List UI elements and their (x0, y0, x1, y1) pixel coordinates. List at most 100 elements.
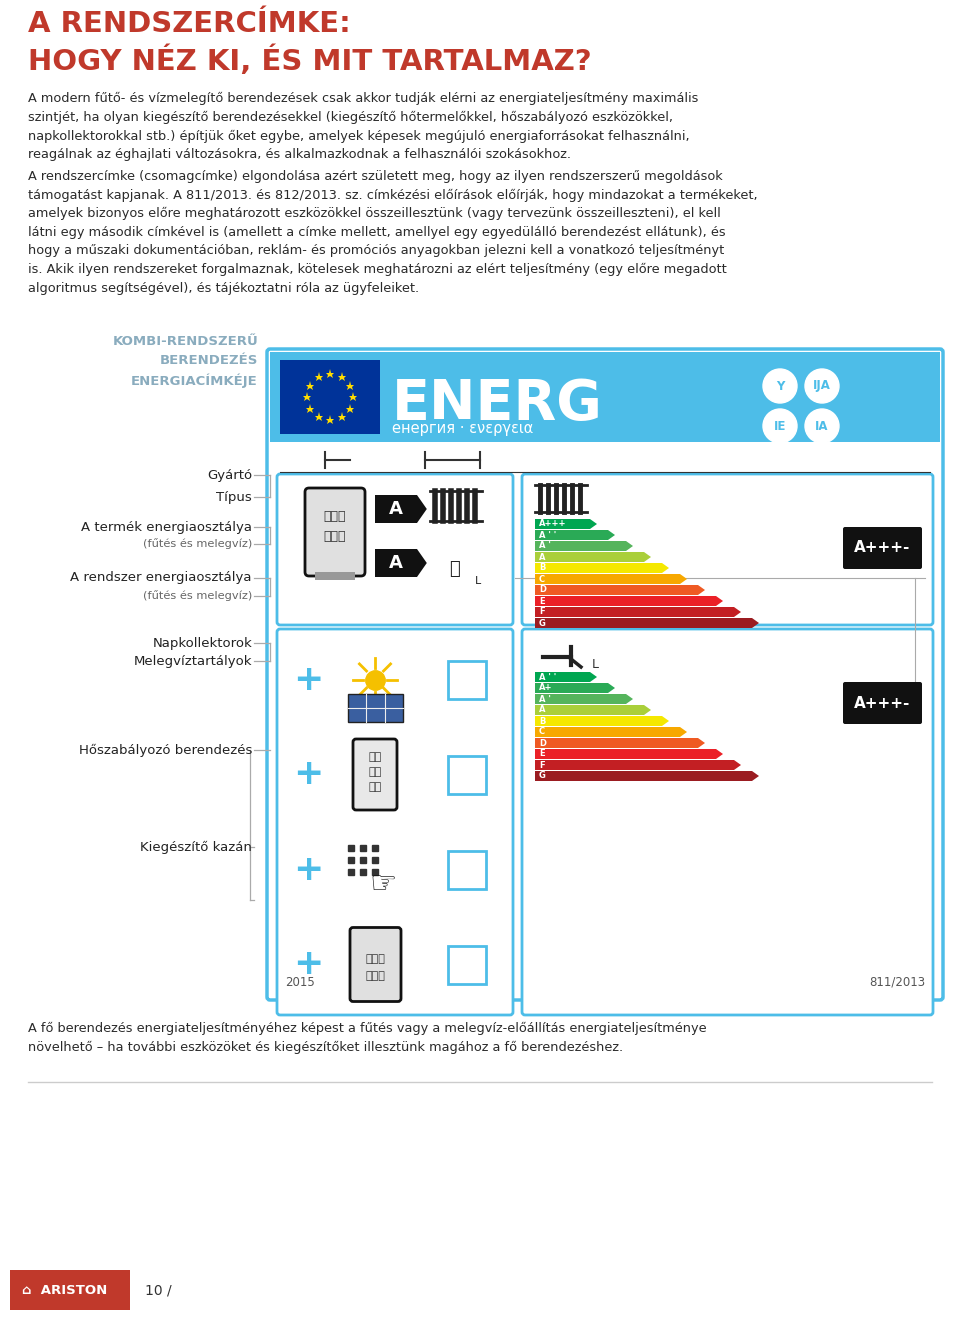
Polygon shape (752, 619, 759, 628)
Text: Típus: Típus (216, 491, 252, 504)
Bar (535, 518, 590, 529)
Bar (535, 530, 608, 539)
FancyBboxPatch shape (350, 927, 401, 1001)
Text: 〜〜: 〜〜 (369, 782, 382, 791)
Text: A modern fűtő- és vízmelegítő berendezések csak akkor tudják elérni az energiate: A modern fűtő- és vízmelegítő berendezés… (28, 92, 698, 161)
Bar (535, 694, 626, 704)
FancyBboxPatch shape (267, 350, 943, 1000)
Text: A rendszer energiaosztálya: A rendszer energiaosztálya (70, 571, 252, 584)
Text: ENERG: ENERG (392, 377, 603, 431)
Bar (10, 1270, 130, 1310)
Text: (fűtés és melegvíz): (fűtés és melegvíz) (143, 591, 252, 601)
Text: Kiegészítő kazán: Kiegészítő kazán (140, 840, 252, 853)
FancyBboxPatch shape (277, 474, 513, 625)
Polygon shape (590, 518, 597, 529)
Text: A ' ': A ' ' (539, 530, 556, 539)
Text: IJA: IJA (813, 380, 831, 393)
Text: A+: A+ (539, 683, 553, 692)
Text: A rendszercímke (csomagcímke) elgondolása azért született meg, hogy az ilyen ren: A rendszercímke (csomagcímke) elgondolás… (28, 170, 757, 294)
Polygon shape (698, 586, 705, 595)
Text: A termék energiaosztálya: A termék energiaosztálya (81, 521, 252, 533)
Bar (535, 772, 752, 781)
Polygon shape (644, 704, 651, 715)
FancyBboxPatch shape (353, 739, 397, 810)
Text: Gyártó: Gyártó (206, 468, 252, 481)
Bar (270, 352, 940, 442)
Bar (535, 596, 716, 605)
Text: +: + (293, 947, 324, 981)
Polygon shape (680, 574, 687, 584)
Bar (448, 946, 486, 984)
Polygon shape (752, 772, 759, 781)
Circle shape (763, 369, 797, 404)
Text: A: A (389, 554, 403, 572)
Text: A: A (539, 706, 545, 715)
Bar (535, 541, 626, 551)
Bar (448, 851, 486, 889)
Text: 〰〰〰: 〰〰〰 (365, 955, 385, 964)
Bar (535, 574, 680, 584)
Bar (448, 756, 486, 794)
Text: IE: IE (774, 419, 786, 433)
Bar (535, 586, 698, 595)
Bar (348, 694, 403, 721)
Circle shape (805, 369, 839, 404)
Bar (535, 671, 590, 682)
Polygon shape (608, 683, 615, 692)
Polygon shape (698, 739, 705, 748)
FancyBboxPatch shape (305, 488, 365, 576)
Text: +: + (293, 852, 324, 886)
Text: A+++: A+++ (539, 520, 566, 529)
Polygon shape (662, 563, 669, 572)
Text: A ': A ' (539, 695, 551, 703)
FancyBboxPatch shape (522, 629, 933, 1016)
Bar (535, 749, 716, 758)
Text: Y: Y (776, 380, 784, 393)
Bar (535, 704, 644, 715)
Text: E: E (539, 749, 544, 758)
Polygon shape (626, 694, 633, 704)
Circle shape (763, 409, 797, 443)
Text: 〰〰〰: 〰〰〰 (365, 972, 385, 981)
Text: A fő berendezés energiateljesítményéhez képest a fűtés vagy a melegvíz-előállítá: A fő berendezés energiateljesítményéhez … (28, 1022, 707, 1054)
Text: A ': A ' (539, 542, 551, 550)
Text: Napkollektorok: Napkollektorok (153, 637, 252, 649)
Text: L: L (475, 576, 481, 586)
Text: B: B (539, 716, 545, 725)
Text: KOMBI-RENDSZERŰ
BERENDEZÉS
ENERGIACÍMKÉJE: KOMBI-RENDSZERŰ BERENDEZÉS ENERGIACÍMKÉJ… (112, 335, 258, 388)
Bar (535, 716, 662, 725)
Text: ⌂  ARISTON: ⌂ ARISTON (22, 1283, 108, 1297)
FancyBboxPatch shape (843, 528, 922, 568)
Text: A+++-: A+++- (853, 695, 910, 711)
Text: F: F (539, 761, 544, 769)
Polygon shape (734, 607, 741, 617)
Bar (535, 551, 644, 562)
Text: ☞: ☞ (370, 871, 396, 900)
Bar (315, 572, 355, 580)
Bar (535, 563, 662, 572)
Text: Melegvíztartályok: Melegvíztartályok (133, 654, 252, 667)
Polygon shape (662, 716, 669, 725)
Text: G: G (539, 772, 546, 781)
Polygon shape (590, 671, 597, 682)
Text: A+++-: A+++- (853, 541, 910, 555)
Text: IA: IA (815, 419, 828, 433)
Bar (535, 619, 752, 628)
Text: 10 /: 10 / (145, 1283, 172, 1297)
Text: 〜〜: 〜〜 (369, 768, 382, 777)
Text: A ' ': A ' ' (539, 673, 556, 682)
Polygon shape (716, 596, 723, 605)
Text: Hőszabályozó berendezés: Hőszabályozó berendezés (79, 744, 252, 757)
FancyBboxPatch shape (277, 629, 513, 1016)
Text: D: D (539, 586, 546, 595)
Bar (535, 727, 680, 737)
Text: HOGY NÉZ KI, ÉS MIT TARTALMAZ?: HOGY NÉZ KI, ÉS MIT TARTALMAZ? (28, 46, 591, 77)
FancyBboxPatch shape (522, 474, 933, 625)
Text: A: A (389, 500, 403, 518)
Polygon shape (680, 727, 687, 737)
Polygon shape (734, 760, 741, 770)
Text: C: C (539, 575, 545, 583)
Bar (535, 607, 734, 617)
Text: +: + (293, 662, 324, 696)
Polygon shape (626, 541, 633, 551)
